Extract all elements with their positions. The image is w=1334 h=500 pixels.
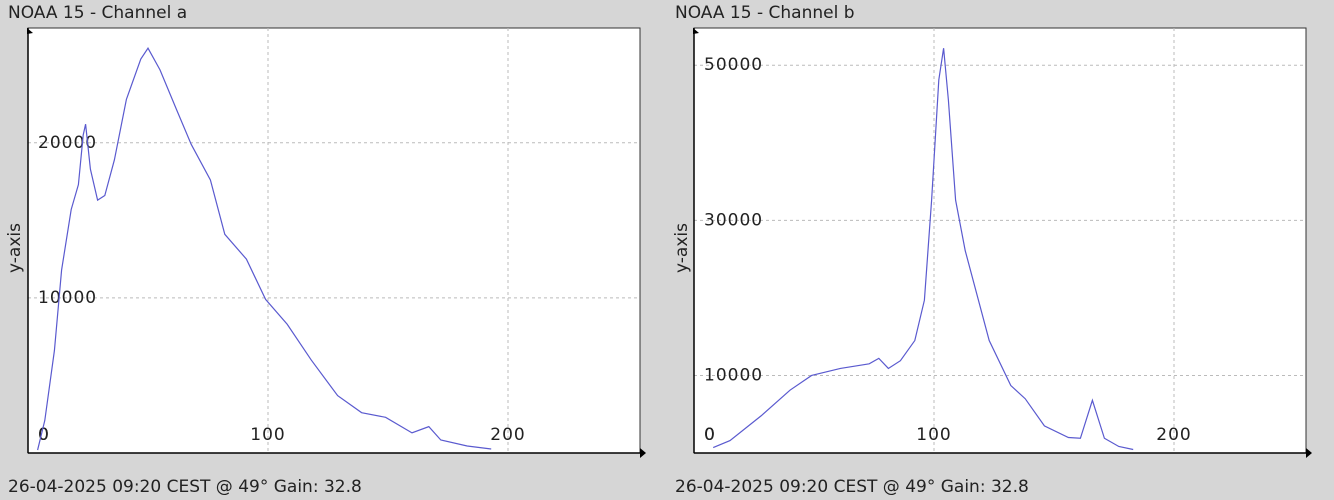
y-tick-label: 10000	[704, 365, 763, 385]
y-tick-label: 50000	[704, 55, 763, 75]
chart-title: NOAA 15 - Channel b	[675, 3, 855, 23]
plot-area	[693, 27, 1307, 454]
series-line	[712, 48, 1134, 451]
y-tick-label: 30000	[704, 210, 763, 230]
y-tick-label: 0	[704, 425, 716, 445]
x-tick-label: 0	[704, 425, 716, 445]
caption: 26-04-2025 09:20 CEST @ 49° Gain: 32.8	[675, 477, 1029, 497]
x-axis-arrow	[640, 448, 646, 458]
x-tick-label: 200	[1156, 425, 1191, 445]
x-axis-arrow	[1306, 448, 1312, 458]
y-axis-arrow	[27, 28, 33, 34]
y-tick-label: 10000	[38, 288, 97, 308]
y-axis-label: y-axis	[672, 223, 692, 273]
caption: 26-04-2025 09:20 CEST @ 49° Gain: 32.8	[8, 477, 362, 497]
series-line	[37, 47, 492, 451]
x-tick-label: 0	[38, 425, 50, 445]
chart-title: NOAA 15 - Channel a	[8, 3, 187, 23]
x-tick-label: 200	[490, 425, 525, 445]
y-axis-arrow	[693, 28, 699, 34]
x-tick-label: 100	[250, 425, 285, 445]
x-tick-label: 100	[916, 425, 951, 445]
y-tick-label: 0	[38, 425, 50, 445]
plot-area	[27, 27, 641, 454]
y-axis-label: y-axis	[5, 223, 25, 273]
